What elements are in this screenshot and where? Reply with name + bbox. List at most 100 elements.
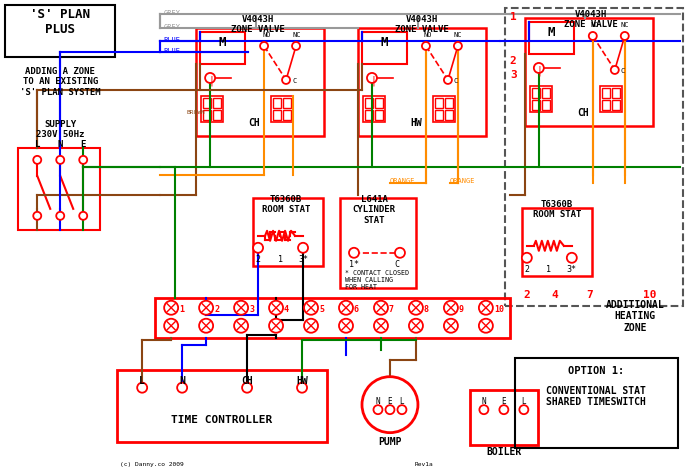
Text: CONVENTIONAL STAT
SHARED TIMESWITCH: CONVENTIONAL STAT SHARED TIMESWITCH bbox=[546, 386, 646, 407]
Text: NO: NO bbox=[424, 32, 433, 38]
Circle shape bbox=[386, 405, 395, 414]
Text: 3: 3 bbox=[249, 305, 254, 314]
Circle shape bbox=[297, 383, 307, 393]
Bar bbox=[433, 96, 455, 122]
Text: 1: 1 bbox=[179, 305, 184, 314]
Circle shape bbox=[205, 73, 215, 83]
Text: 1: 1 bbox=[546, 265, 551, 274]
Bar bbox=[273, 110, 281, 120]
Bar bbox=[283, 110, 291, 120]
Bar bbox=[542, 88, 550, 98]
Text: ADDITIONAL
HEATING
ZONE: ADDITIONAL HEATING ZONE bbox=[605, 300, 664, 333]
Circle shape bbox=[522, 253, 532, 263]
Circle shape bbox=[79, 156, 87, 164]
Bar bbox=[532, 100, 540, 110]
Bar bbox=[283, 98, 291, 108]
Circle shape bbox=[260, 42, 268, 50]
Bar bbox=[6, 5, 115, 57]
Bar bbox=[600, 86, 622, 112]
Circle shape bbox=[269, 301, 283, 315]
Text: (c) Danny.co 2009: (c) Danny.co 2009 bbox=[120, 461, 184, 467]
Text: L: L bbox=[522, 397, 526, 406]
Text: SUPPLY
230V 50Hz: SUPPLY 230V 50Hz bbox=[36, 120, 84, 139]
Text: E: E bbox=[388, 397, 393, 406]
Circle shape bbox=[234, 301, 248, 315]
Text: C: C bbox=[454, 78, 458, 84]
Circle shape bbox=[242, 383, 252, 393]
Circle shape bbox=[269, 319, 283, 333]
Circle shape bbox=[611, 66, 619, 74]
Text: L: L bbox=[139, 376, 145, 386]
Circle shape bbox=[444, 301, 458, 315]
Text: C: C bbox=[292, 78, 296, 84]
Text: |: | bbox=[208, 76, 214, 87]
Circle shape bbox=[409, 301, 423, 315]
Circle shape bbox=[534, 63, 544, 73]
Bar bbox=[375, 98, 383, 108]
Circle shape bbox=[339, 319, 353, 333]
Circle shape bbox=[298, 243, 308, 253]
Text: 'S' PLAN
PLUS: 'S' PLAN PLUS bbox=[30, 8, 90, 36]
Text: M: M bbox=[380, 36, 388, 49]
Bar bbox=[445, 110, 453, 120]
Circle shape bbox=[374, 301, 388, 315]
Circle shape bbox=[444, 319, 458, 333]
Text: CH: CH bbox=[241, 376, 253, 386]
Circle shape bbox=[164, 301, 178, 315]
Text: |: | bbox=[370, 76, 376, 87]
Bar bbox=[435, 110, 443, 120]
Text: NC: NC bbox=[621, 22, 629, 28]
Bar bbox=[271, 96, 293, 122]
Text: NC: NC bbox=[292, 32, 301, 38]
Text: ADDING A ZONE
TO AN EXISTING
'S' PLAN SYSTEM: ADDING A ZONE TO AN EXISTING 'S' PLAN SY… bbox=[20, 67, 101, 97]
Text: BLUE: BLUE bbox=[163, 48, 180, 54]
Text: L641A
CYLINDER
STAT: L641A CYLINDER STAT bbox=[353, 195, 395, 225]
Bar bbox=[522, 208, 592, 276]
Circle shape bbox=[33, 212, 41, 220]
Circle shape bbox=[164, 319, 178, 333]
Circle shape bbox=[479, 301, 493, 315]
Bar bbox=[117, 370, 327, 442]
Text: 4: 4 bbox=[551, 290, 558, 300]
Text: NC: NC bbox=[454, 32, 462, 38]
Circle shape bbox=[339, 301, 353, 315]
Text: V4043H
ZONE VALVE: V4043H ZONE VALVE bbox=[395, 15, 448, 34]
Circle shape bbox=[349, 248, 359, 258]
Bar bbox=[213, 98, 221, 108]
Bar bbox=[203, 98, 211, 108]
Circle shape bbox=[304, 301, 318, 315]
Text: C: C bbox=[621, 68, 625, 74]
Circle shape bbox=[199, 301, 213, 315]
Text: 1*: 1* bbox=[349, 260, 359, 269]
Circle shape bbox=[282, 76, 290, 84]
Circle shape bbox=[253, 243, 263, 253]
Circle shape bbox=[234, 319, 248, 333]
Text: HW: HW bbox=[296, 376, 308, 386]
Circle shape bbox=[199, 319, 213, 333]
Text: GREY: GREY bbox=[163, 24, 180, 30]
Text: |: | bbox=[537, 66, 543, 76]
Text: 9: 9 bbox=[459, 305, 464, 314]
Bar bbox=[375, 110, 383, 120]
Text: M: M bbox=[547, 26, 555, 39]
Text: Rev1a: Rev1a bbox=[415, 461, 434, 467]
Circle shape bbox=[177, 383, 187, 393]
Bar bbox=[365, 110, 373, 120]
Text: BLUE: BLUE bbox=[163, 37, 180, 43]
Text: 2: 2 bbox=[524, 265, 529, 274]
Text: 6: 6 bbox=[354, 305, 359, 314]
Text: 4: 4 bbox=[284, 305, 289, 314]
Text: CH: CH bbox=[577, 108, 589, 118]
Circle shape bbox=[444, 76, 452, 84]
Bar bbox=[612, 100, 620, 110]
Text: E: E bbox=[502, 397, 506, 406]
Circle shape bbox=[56, 212, 64, 220]
Bar bbox=[542, 100, 550, 110]
Circle shape bbox=[304, 319, 318, 333]
Text: N: N bbox=[482, 397, 486, 406]
Circle shape bbox=[500, 405, 509, 414]
Text: N: N bbox=[179, 376, 185, 386]
Circle shape bbox=[589, 32, 597, 40]
Circle shape bbox=[621, 32, 629, 40]
Bar bbox=[273, 98, 281, 108]
